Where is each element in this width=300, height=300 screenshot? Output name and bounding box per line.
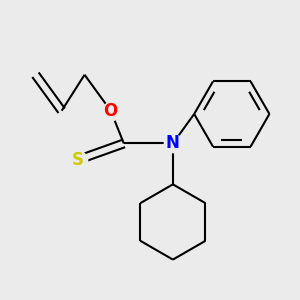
Text: S: S <box>72 151 84 169</box>
Text: N: N <box>166 134 180 152</box>
Text: O: O <box>103 102 118 120</box>
